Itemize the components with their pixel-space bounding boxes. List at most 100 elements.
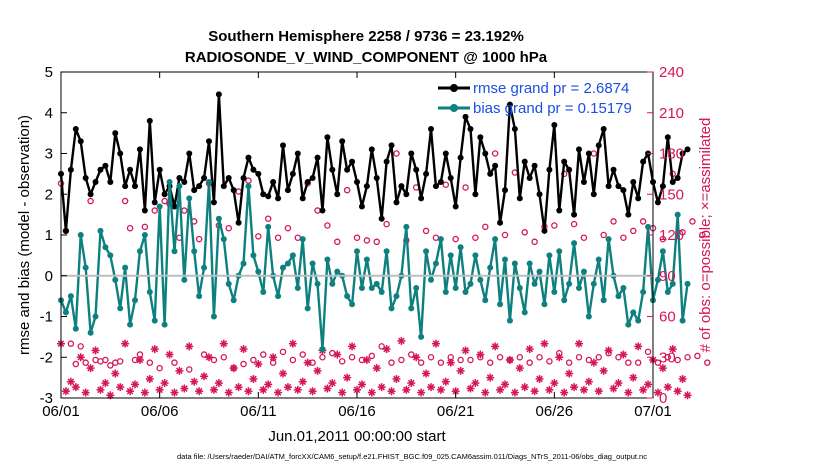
obs-possible-marker — [240, 360, 247, 368]
bias-point — [669, 280, 676, 287]
x-axis-label: Jun.01,2011 00:00:00 start — [268, 428, 446, 445]
y-axis-left: -3 -2 -1 0 1 2 3 4 5 — [40, 64, 67, 407]
line-layer — [58, 91, 691, 353]
bias-point — [645, 223, 652, 230]
bias-point — [112, 276, 119, 283]
rmse-point — [595, 142, 602, 149]
rmse-point — [270, 179, 277, 186]
legend: rmse grand pr = 2.6874 bias grand pr = 0… — [438, 80, 632, 117]
obs-assimilated-marker — [476, 350, 485, 359]
rmse-point — [329, 166, 336, 173]
bias-point — [166, 179, 173, 186]
obs-possible-marker — [516, 353, 524, 361]
legend-rmse-marker — [450, 84, 458, 92]
obs-assimilated-marker — [446, 358, 455, 367]
bias-point — [171, 248, 178, 255]
rmse-point — [294, 150, 301, 157]
rmse-point — [141, 207, 148, 214]
rmse-point — [536, 191, 543, 198]
rmse-point — [87, 191, 94, 198]
bias-point — [324, 256, 331, 263]
y-tick-label: 4 — [45, 105, 53, 122]
rmse-point — [186, 150, 193, 157]
rmse-point — [378, 215, 385, 222]
bias-point — [664, 289, 671, 296]
rmse-point — [156, 166, 163, 173]
bias-point — [585, 313, 592, 320]
bias-point — [127, 321, 134, 328]
y-tick-label: 5 — [45, 64, 53, 81]
bias-point — [388, 305, 395, 312]
x-tick-label: 06/06 — [141, 403, 179, 420]
rmse-point — [280, 142, 286, 149]
obs-possible-marker — [570, 220, 578, 228]
obs-possible-marker — [383, 220, 390, 228]
y-tick-label: -2 — [40, 349, 53, 366]
bias-point — [511, 260, 518, 267]
obs-assimilated-marker — [486, 373, 495, 382]
obs-assimilated-marker — [644, 380, 653, 389]
chart-subtitle: RADIOSONDE_V_WIND_COMPONENT @ 1000 hPa — [185, 49, 548, 66]
rmse-point — [206, 138, 212, 145]
rmse-point — [136, 146, 143, 153]
rmse-point — [467, 126, 474, 133]
obs-possible-marker — [319, 353, 326, 361]
obs-possible-marker — [462, 184, 469, 191]
obs-assimilated-marker — [269, 353, 278, 362]
obs-assimilated-marker — [540, 339, 549, 348]
rmse-point — [398, 183, 405, 190]
rmse-point — [354, 179, 360, 186]
rmse-point — [373, 174, 380, 181]
obs-assimilated-marker — [604, 346, 613, 355]
rmse-point — [679, 150, 686, 157]
bias-point — [516, 284, 523, 291]
obs-possible-marker — [664, 353, 672, 361]
obs-possible-marker — [398, 356, 405, 364]
bias-point — [334, 268, 341, 275]
obs-assimilated-marker — [205, 353, 213, 362]
bias-point — [640, 289, 647, 296]
chart-title: Southern Hemisphere 2258 / 9736 = 23.192… — [208, 28, 524, 45]
obs-possible-marker — [639, 218, 647, 225]
rmse-point — [432, 183, 439, 190]
rmse-point — [423, 170, 430, 177]
obs-assimilated-marker — [397, 336, 406, 345]
bias-point — [674, 211, 681, 218]
bias-point — [497, 301, 504, 308]
rmse-point — [151, 199, 158, 206]
obs-possible-marker — [250, 356, 257, 364]
bias-point — [132, 297, 138, 304]
obs-assimilated-marker — [673, 387, 682, 396]
rmse-point — [580, 179, 587, 186]
rmse-point — [408, 150, 415, 157]
rmse-point — [630, 179, 637, 186]
obs-assimilated-marker — [624, 388, 633, 397]
rmse-point — [457, 154, 464, 161]
bias-point — [600, 297, 607, 304]
bias-point — [393, 293, 400, 300]
y2-tick-label: 90 — [659, 268, 676, 285]
bias-point — [437, 236, 444, 243]
rmse-point — [531, 162, 538, 169]
rmse-point — [610, 166, 617, 173]
rmse-point — [487, 170, 494, 177]
bias-point — [521, 309, 528, 316]
obs-assimilated-marker — [471, 379, 480, 388]
obs-possible-marker — [486, 359, 494, 366]
obs-assimilated-marker — [491, 342, 500, 351]
obs-assimilated-marker — [274, 388, 283, 397]
rmse-point — [132, 183, 138, 190]
bias-point — [566, 280, 573, 287]
bias-point — [679, 317, 686, 324]
y-axis-label: rmse and bias (model - observation) — [16, 115, 33, 355]
bias-point — [580, 268, 587, 275]
rmse-point — [437, 179, 444, 186]
obs-assimilated-marker — [224, 388, 233, 397]
bias-point — [620, 284, 627, 291]
obs-possible-marker — [689, 218, 696, 225]
x-axis: 06/01 06/06 06/11 06/16 06/21 06/26 07/01 — [42, 72, 672, 420]
bias-point — [294, 284, 301, 291]
obs-assimilated-marker — [555, 353, 564, 362]
rmse-point — [171, 203, 178, 210]
obs-assimilated-marker — [609, 384, 618, 393]
